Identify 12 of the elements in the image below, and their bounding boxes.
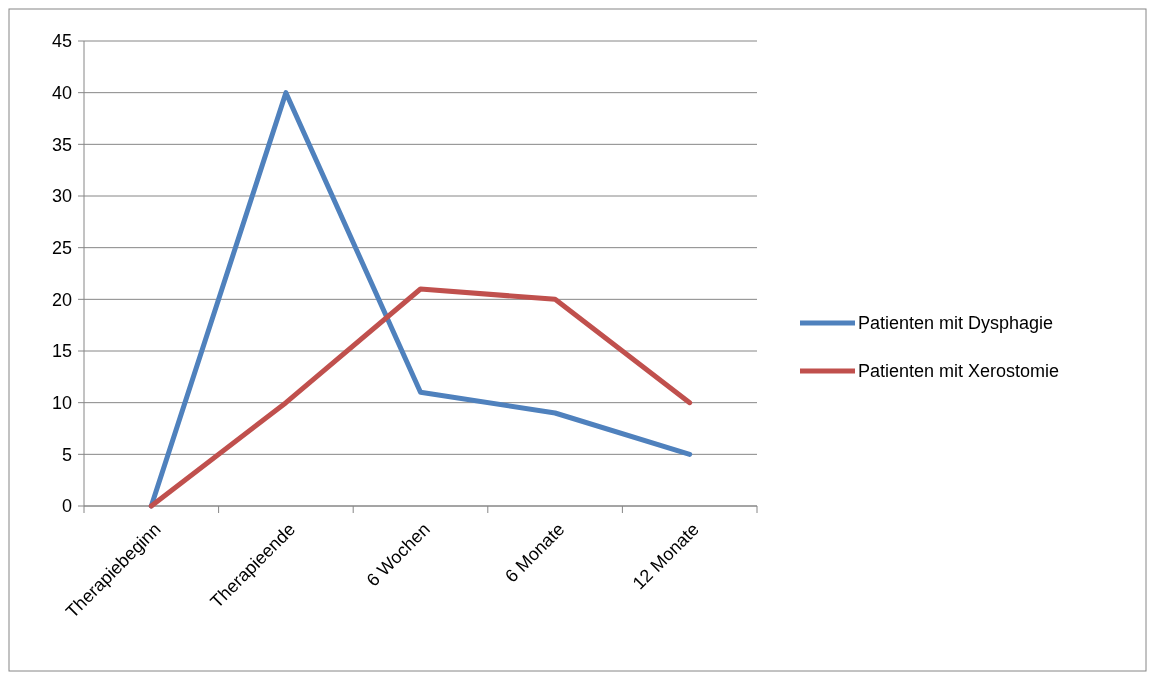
- y-tick-label: 15: [51, 341, 72, 362]
- y-tick-label: 30: [51, 186, 72, 207]
- y-tick-label: 0: [61, 496, 72, 517]
- y-tick-label: 5: [61, 444, 72, 465]
- y-tick-label: 35: [51, 134, 72, 155]
- legend-label: Patienten mit Dysphagie: [858, 313, 1054, 334]
- y-tick-label: 45: [51, 31, 72, 52]
- y-tick-label: 10: [51, 392, 72, 413]
- legend-label: Patienten mit Xerostomie: [858, 361, 1060, 382]
- y-tick-label: 25: [51, 237, 72, 258]
- y-tick-label: 20: [51, 289, 72, 310]
- y-tick-label: 40: [51, 82, 72, 103]
